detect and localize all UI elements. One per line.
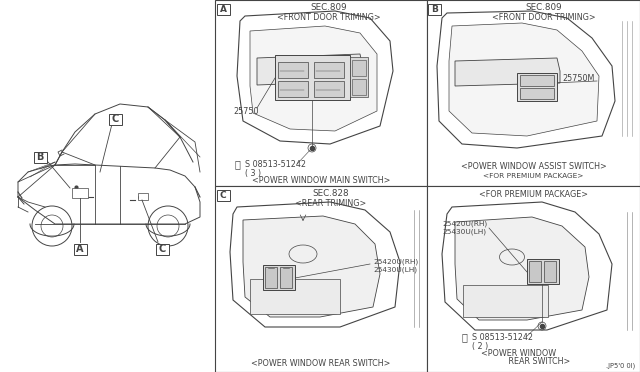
Bar <box>520 75 554 86</box>
Polygon shape <box>455 58 560 86</box>
Text: <POWER WINDOW: <POWER WINDOW <box>481 350 556 359</box>
Bar <box>350 57 368 97</box>
Bar <box>278 62 308 78</box>
Bar <box>216 189 230 201</box>
Text: Ⓢ: Ⓢ <box>462 332 468 342</box>
Bar <box>529 261 541 282</box>
Text: <REAR TRIMING>: <REAR TRIMING> <box>296 199 367 208</box>
Text: REAR SWITCH>: REAR SWITCH> <box>506 357 571 366</box>
Text: B: B <box>431 4 438 13</box>
Text: 25420U(RH): 25420U(RH) <box>373 259 419 265</box>
Bar <box>263 265 295 290</box>
Text: 25420U(RH): 25420U(RH) <box>442 221 487 227</box>
Bar <box>527 259 559 284</box>
Bar <box>74 244 86 254</box>
Text: SEC.809: SEC.809 <box>310 3 348 12</box>
Bar <box>215 0 427 186</box>
Bar <box>216 3 230 15</box>
Text: S 08513-51242: S 08513-51242 <box>245 160 306 169</box>
Text: A: A <box>220 4 227 13</box>
Bar <box>278 81 308 97</box>
Text: Ⓢ: Ⓢ <box>235 159 241 169</box>
Text: SEC.809: SEC.809 <box>525 3 562 12</box>
Bar <box>352 60 366 76</box>
Bar <box>314 81 344 97</box>
Text: <FRONT DOOR TRIMING>: <FRONT DOOR TRIMING> <box>277 13 381 22</box>
Text: 25750: 25750 <box>233 106 259 115</box>
Text: <FOR PREMIUM PACKAGE>: <FOR PREMIUM PACKAGE> <box>479 190 588 199</box>
Bar <box>280 267 292 288</box>
Bar <box>33 151 47 163</box>
Text: C: C <box>220 190 227 199</box>
Text: SEC.828: SEC.828 <box>313 189 349 198</box>
Bar <box>427 186 640 372</box>
Text: C: C <box>158 244 166 254</box>
Bar <box>156 244 168 254</box>
Bar <box>275 55 350 100</box>
Text: C: C <box>111 114 118 124</box>
Bar <box>265 267 277 288</box>
Bar <box>314 62 344 78</box>
Text: <POWER WINDOW MAIN SWITCH>: <POWER WINDOW MAIN SWITCH> <box>252 176 390 185</box>
Bar <box>138 193 148 200</box>
Bar <box>352 79 366 95</box>
Bar <box>427 0 640 186</box>
Text: <POWER WINDOW ASSIST SWITCH>: <POWER WINDOW ASSIST SWITCH> <box>461 161 606 170</box>
Bar <box>520 88 554 99</box>
Bar <box>215 186 427 372</box>
Text: 25750M: 25750M <box>563 74 595 83</box>
Polygon shape <box>455 217 589 320</box>
Bar <box>250 279 340 314</box>
Text: B: B <box>36 152 44 162</box>
Bar <box>109 113 122 125</box>
Text: <FRONT DOOR TRIMING>: <FRONT DOOR TRIMING> <box>492 13 595 22</box>
Bar <box>72 188 88 198</box>
Text: 25430U(LH): 25430U(LH) <box>373 267 417 273</box>
Polygon shape <box>243 216 380 317</box>
Text: .JP5'0 0I): .JP5'0 0I) <box>605 362 635 369</box>
Bar <box>429 3 442 15</box>
Text: A: A <box>76 244 84 254</box>
Bar <box>517 73 557 101</box>
Bar <box>463 285 548 317</box>
Text: 25430U(LH): 25430U(LH) <box>442 229 486 235</box>
Polygon shape <box>257 54 363 85</box>
Polygon shape <box>449 23 599 136</box>
Text: <POWER WINDOW REAR SWITCH>: <POWER WINDOW REAR SWITCH> <box>252 359 390 369</box>
Text: ( 3 ): ( 3 ) <box>245 169 261 177</box>
Text: <FOR PREMIUM PACKAGE>: <FOR PREMIUM PACKAGE> <box>483 173 584 179</box>
Text: S 08513-51242: S 08513-51242 <box>472 333 533 341</box>
Bar <box>544 261 556 282</box>
Polygon shape <box>250 26 377 131</box>
Text: ( 2 ): ( 2 ) <box>472 341 488 350</box>
